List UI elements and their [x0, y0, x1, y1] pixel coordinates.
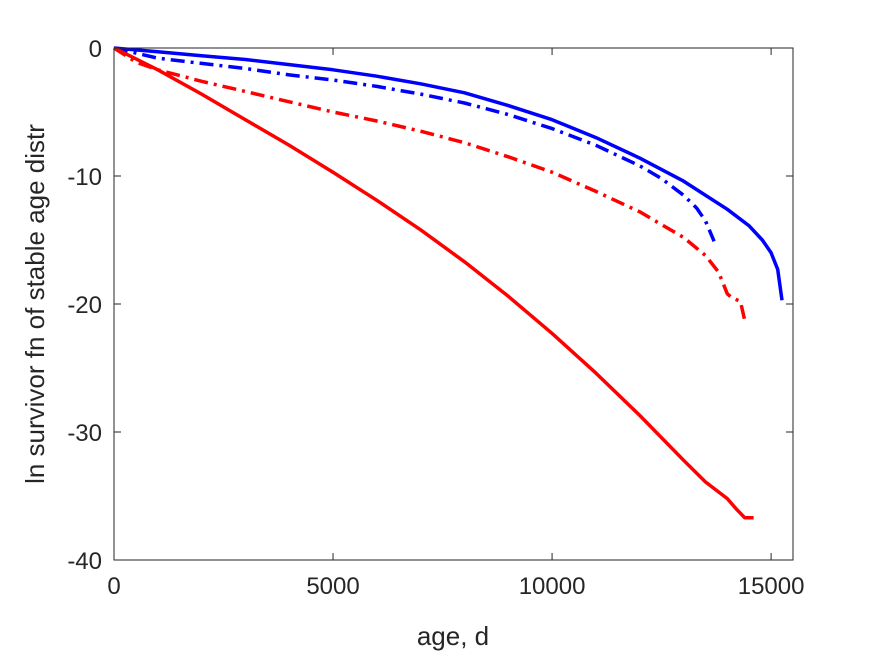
series-line-3: [113, 46, 747, 321]
series-line-4: [113, 46, 754, 520]
tick-layer: 0 5000 10000 15000 0 -10 -20 -30 -40: [67, 36, 804, 600]
y-tick-label: -40: [67, 548, 102, 575]
x-tick-label: 15000: [738, 573, 805, 600]
y-tick-label: 0: [89, 36, 102, 63]
y-axis-label: ln survivor fn of stable age distr: [20, 124, 50, 484]
y-tick-label: -20: [67, 292, 102, 319]
x-axis-label: age, d: [417, 621, 489, 651]
series-line-1: [113, 46, 784, 301]
series-layer: [113, 46, 784, 520]
series-line-2: [113, 46, 716, 242]
x-tick-label: 10000: [519, 573, 586, 600]
x-tick-label: 0: [107, 573, 120, 600]
x-tick-label: 5000: [306, 573, 359, 600]
plot-background: [114, 48, 793, 560]
plot-area: 0 5000 10000 15000 0 -10 -20 -30 -40: [67, 36, 804, 600]
y-tick-label: -10: [67, 164, 102, 191]
y-tick-label: -30: [67, 420, 102, 447]
